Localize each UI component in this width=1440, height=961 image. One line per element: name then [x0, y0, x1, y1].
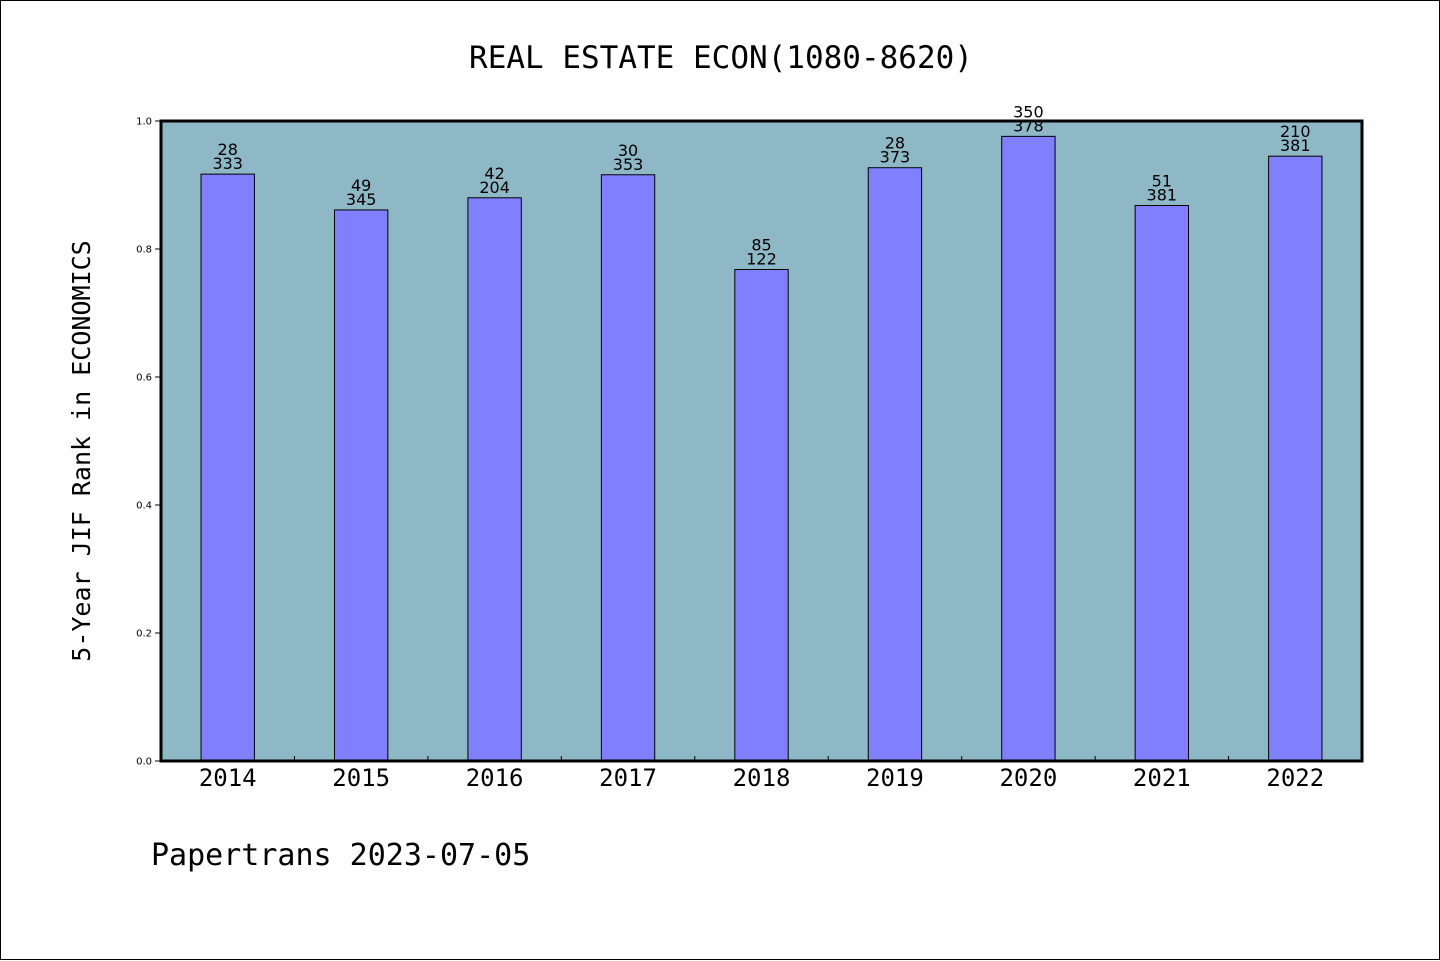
bar-rank-label: 210: [1280, 122, 1311, 141]
x-tick-label: 2015: [332, 764, 390, 792]
y-tick-label: 0.0: [136, 757, 152, 768]
bar-total-label: 333: [212, 154, 243, 173]
bar-2022: [1268, 155, 1323, 762]
bar-total-label: 353: [613, 155, 644, 174]
x-tick-label: 2021: [1133, 764, 1191, 792]
bar-rank-label: 51: [1152, 171, 1172, 190]
y-tick-label: 0.4: [136, 501, 152, 512]
bar-2016: [467, 197, 522, 762]
bar-2015: [333, 209, 389, 762]
x-tick-label: 2022: [1266, 764, 1324, 792]
bar-rank-label: 49: [351, 176, 371, 195]
y-tick-label: 0.2: [136, 629, 152, 640]
bar-rank-label: 30: [618, 141, 638, 160]
bar-2017: [600, 174, 656, 762]
chart-title: REAL ESTATE ECON(1080-8620): [469, 40, 973, 76]
ticks-group: 2014 2015 2016 2017 2018 2019 2020 2021 2022 0.0 0…: [136, 117, 1324, 793]
bar-2021: [1134, 204, 1190, 762]
bar-rank-label: 28: [885, 134, 905, 153]
bar-rank-label: 85: [751, 235, 771, 254]
y-tick-label: 0.8: [136, 245, 152, 256]
x-tick-label: 2018: [733, 764, 791, 792]
x-tick-label: 2019: [866, 764, 924, 792]
bar-2018: [734, 268, 789, 762]
y-tick-label: 0.6: [136, 373, 152, 384]
bar-total-label: 381: [1147, 185, 1178, 204]
bar-rank-label: 350: [1013, 102, 1044, 121]
bar-rank-label: 42: [484, 164, 504, 183]
x-tick-label: 2014: [199, 764, 257, 792]
bar-total-label: 204: [479, 178, 510, 197]
bar-total-label: 381: [1280, 136, 1311, 155]
bar-2020: [1001, 135, 1056, 762]
bar-rank-label: 28: [218, 140, 238, 159]
bar-2014: [200, 173, 255, 762]
footer-text: Papertrans 2023-07-05: [151, 838, 530, 873]
bar-total-label: 345: [346, 190, 377, 209]
plot-border: [159, 119, 1364, 763]
bar-2019: [867, 167, 923, 762]
x-tick-label: 2016: [466, 764, 524, 792]
x-tick-label: 2020: [999, 764, 1057, 792]
bar-total-label: 122: [746, 249, 777, 268]
y-axis-label: 5-Year JIF Rank in ECONOMICS: [67, 240, 96, 661]
bar-total-label: 373: [880, 148, 911, 167]
x-tick-label: 2017: [599, 764, 657, 792]
y-tick-label: 1.0: [136, 117, 152, 128]
